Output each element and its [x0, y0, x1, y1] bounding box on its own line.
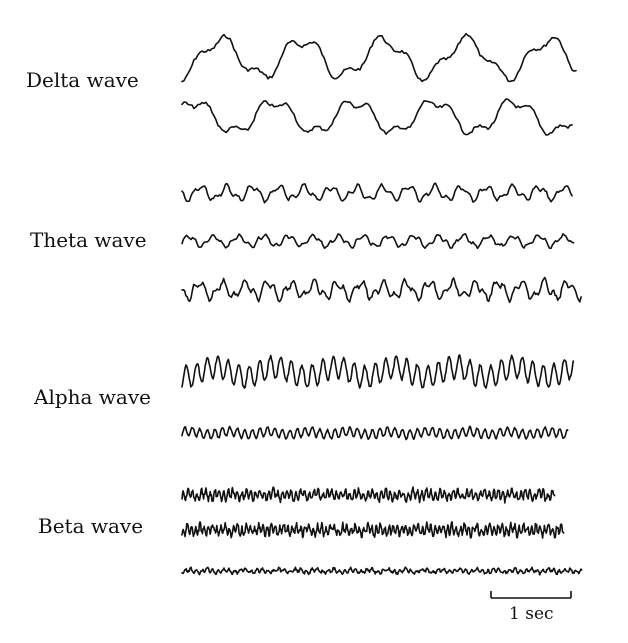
beta-trace-3	[181, 566, 583, 576]
delta-trace-1	[181, 32, 577, 83]
alpha-wave-label: Alpha wave	[34, 385, 151, 409]
beta-trace-1	[181, 486, 556, 504]
alpha-trace-2	[181, 425, 569, 441]
beta-trace-2	[181, 521, 565, 539]
theta-wave-label: Theta wave	[30, 228, 147, 252]
beta-wave-label: Beta wave	[38, 514, 144, 538]
theta-trace-3	[181, 276, 582, 304]
scale-bar	[490, 591, 572, 599]
delta-trace-2	[181, 98, 573, 136]
scale-bar-label: 1 sec	[509, 604, 554, 624]
theta-trace-1	[181, 182, 573, 204]
theta-trace-2	[181, 233, 575, 250]
delta-wave-label: Delta wave	[26, 68, 139, 92]
alpha-trace-1	[181, 354, 574, 389]
